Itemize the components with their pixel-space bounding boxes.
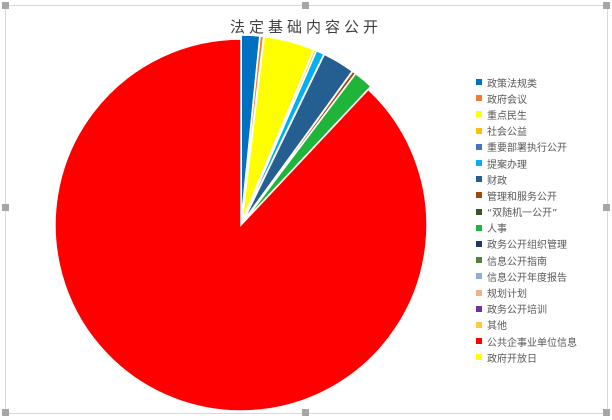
legend-label: “双随机一公开” bbox=[487, 208, 558, 220]
pie-slice-16[interactable] bbox=[54, 38, 428, 412]
resize-handle[interactable] bbox=[2, 204, 9, 211]
legend-swatch bbox=[476, 289, 482, 296]
legend-item[interactable]: 财政 bbox=[476, 171, 577, 187]
legend-swatch bbox=[476, 143, 482, 150]
legend-label: 公共企事业单位信息 bbox=[487, 337, 577, 349]
legend-label: 人事 bbox=[487, 224, 507, 236]
legend-swatch bbox=[476, 240, 482, 247]
legend-label: 社会公益 bbox=[487, 127, 527, 139]
legend-label: 提案办理 bbox=[487, 159, 527, 171]
legend: 政策法规类政府会议重点民生社会公益重要部署执行公开 提案办理财政管理和服务公开 “双… bbox=[476, 74, 577, 365]
legend-swatch bbox=[476, 338, 482, 345]
legend-item[interactable]: 人事 bbox=[476, 220, 577, 236]
legend-swatch bbox=[476, 354, 482, 361]
legend-swatch bbox=[476, 160, 482, 167]
legend-swatch bbox=[476, 305, 482, 312]
legend-label: 财政 bbox=[487, 175, 507, 187]
resize-handle[interactable] bbox=[302, 409, 309, 416]
legend-item[interactable]: 社会公益 bbox=[476, 123, 577, 139]
legend-label: 重点民生 bbox=[487, 110, 527, 122]
legend-item[interactable]: 重点民生 bbox=[476, 106, 577, 122]
legend-item[interactable]: “双随机一公开” bbox=[476, 204, 577, 220]
legend-label: 政务公开组织管理 bbox=[487, 240, 567, 252]
legend-swatch bbox=[476, 127, 482, 134]
legend-swatch bbox=[476, 111, 482, 118]
legend-item[interactable]: 规划计划 bbox=[476, 284, 577, 300]
legend-label: 规划计划 bbox=[487, 289, 527, 301]
legend-swatch bbox=[476, 95, 482, 102]
legend-item[interactable]: 政府开放日 bbox=[476, 349, 577, 365]
resize-handle[interactable] bbox=[603, 409, 610, 416]
legend-item[interactable]: 信息公开指南 bbox=[476, 252, 577, 268]
legend-label: 信息公开年度报告 bbox=[487, 272, 567, 284]
chart-title: 法定基础内容公开 bbox=[229, 18, 382, 36]
legend-item[interactable]: 政策法规类 bbox=[476, 74, 577, 90]
legend-label: 管理和服务公开 bbox=[487, 191, 557, 203]
legend-item[interactable]: 政务公开培训 bbox=[476, 301, 577, 317]
legend-label: 政务公开培训 bbox=[487, 305, 547, 317]
legend-swatch bbox=[476, 192, 482, 199]
resize-handle[interactable] bbox=[2, 2, 9, 9]
resize-handle[interactable] bbox=[603, 204, 610, 211]
legend-label: 政策法规类 bbox=[487, 78, 537, 90]
legend-label: 其他 bbox=[487, 321, 507, 333]
resize-handle[interactable] bbox=[2, 409, 9, 416]
pie-slice-9[interactable] bbox=[242, 72, 372, 223]
legend-item[interactable]: 提案办理 bbox=[476, 155, 577, 171]
legend-item[interactable]: 政务公开组织管理 bbox=[476, 236, 577, 252]
legend-item[interactable]: 公共企事业单位信息 bbox=[476, 333, 577, 349]
legend-item[interactable]: 信息公开年度报告 bbox=[476, 268, 577, 284]
legend-item[interactable]: 重要部署执行公开 bbox=[476, 139, 577, 155]
legend-swatch bbox=[476, 273, 482, 280]
legend-item[interactable]: 管理和服务公开 bbox=[476, 187, 577, 203]
legend-item[interactable]: 其他 bbox=[476, 317, 577, 333]
legend-label: 信息公开指南 bbox=[487, 256, 547, 268]
legend-swatch bbox=[476, 257, 482, 264]
legend-swatch bbox=[476, 321, 482, 328]
legend-label: 重要部署执行公开 bbox=[487, 143, 567, 155]
legend-label: 政府会议 bbox=[487, 94, 527, 106]
legend-swatch bbox=[476, 79, 482, 86]
resize-handle[interactable] bbox=[603, 2, 610, 9]
legend-label: 政府开放日 bbox=[487, 353, 537, 365]
legend-swatch bbox=[476, 176, 482, 183]
resize-handle[interactable] bbox=[302, 2, 309, 9]
legend-item[interactable]: 政府会议 bbox=[476, 90, 577, 106]
legend-swatch bbox=[476, 224, 482, 231]
legend-swatch bbox=[476, 208, 482, 215]
